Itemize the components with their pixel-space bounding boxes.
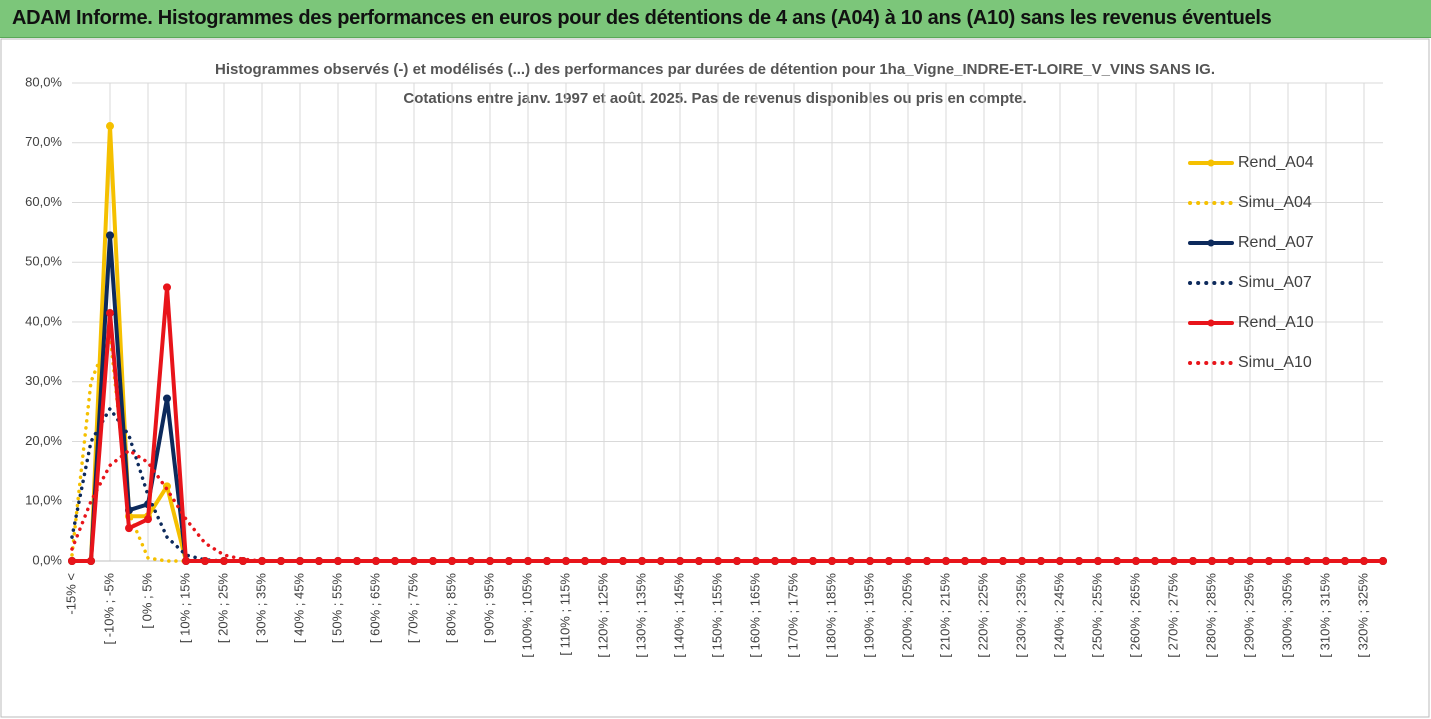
x-tick-label: [ 220% ; 225% bbox=[975, 573, 990, 658]
x-tick-label: [ 170% ; 175% bbox=[785, 573, 800, 658]
y-tick-label: 20,0% bbox=[25, 433, 62, 448]
x-tick-label: [ 90% ; 95% bbox=[481, 573, 496, 644]
chart-title: Histogrammes observés (-) et modélisés (… bbox=[215, 61, 1215, 78]
x-tick-label: [ 240% ; 245% bbox=[1051, 573, 1066, 658]
header-bar: ADAM Informe. Histogrammes des performan… bbox=[0, 0, 1431, 38]
legend-marker bbox=[1207, 239, 1215, 247]
series-line bbox=[70, 448, 1385, 563]
x-tick-label: [ 230% ; 235% bbox=[1013, 573, 1028, 658]
point bbox=[125, 524, 133, 533]
point bbox=[144, 515, 152, 524]
legend-label: Simu_A07 bbox=[1238, 274, 1312, 291]
header-title: ADAM Informe. Histogrammes des performan… bbox=[12, 7, 1272, 29]
x-tick-label: [ 150% ; 155% bbox=[709, 573, 724, 658]
x-tick-label: [ 290% ; 295% bbox=[1241, 573, 1256, 658]
x-tick-label: [ 80% ; 85% bbox=[443, 573, 458, 644]
x-tick-label: [ 320% ; 325% bbox=[1355, 573, 1370, 658]
x-tick-label: [ 210% ; 215% bbox=[937, 573, 952, 658]
y-tick-label: 10,0% bbox=[25, 493, 62, 508]
x-tick-label: [ 10% ; 15% bbox=[177, 573, 192, 644]
point bbox=[68, 557, 76, 565]
point bbox=[106, 231, 114, 240]
point bbox=[87, 557, 95, 565]
x-tick-label: [ 70% ; 75% bbox=[405, 573, 420, 644]
point bbox=[1379, 557, 1387, 565]
legend-marker bbox=[1207, 159, 1215, 167]
legend-marker bbox=[1207, 319, 1215, 327]
point bbox=[106, 309, 114, 318]
point bbox=[201, 557, 209, 565]
legend-label: Rend_A10 bbox=[1238, 314, 1314, 331]
x-tick-label: [ -10% ; -5% bbox=[101, 573, 116, 645]
legend-label: Rend_A07 bbox=[1238, 234, 1314, 251]
y-tick-label: 50,0% bbox=[25, 254, 62, 269]
x-tick-label: [ 180% ; 185% bbox=[823, 573, 838, 658]
y-tick-label: 80,0% bbox=[25, 74, 62, 89]
legend-label: Rend_A04 bbox=[1238, 154, 1314, 171]
chart-subtitle: Cotations entre janv. 1997 et août. 2025… bbox=[403, 90, 1026, 107]
x-tick-label: [ 270% ; 275% bbox=[1165, 573, 1180, 658]
x-tick-label: -15% < bbox=[63, 573, 78, 615]
x-tick-label: [ 300% ; 305% bbox=[1279, 573, 1294, 658]
x-tick-label: [ 40% ; 45% bbox=[291, 573, 306, 644]
x-tick-label: [ 310% ; 315% bbox=[1317, 573, 1332, 658]
x-tick-label: [ 130% ; 135% bbox=[633, 573, 648, 658]
x-tick-label: [ 190% ; 195% bbox=[861, 573, 876, 658]
chart: Histogrammes observés (-) et modélisés (… bbox=[0, 38, 1430, 718]
x-tick-label: [ 140% ; 145% bbox=[671, 573, 686, 658]
y-tick-label: 0,0% bbox=[32, 552, 62, 567]
x-tick-label: [ 280% ; 285% bbox=[1203, 573, 1218, 658]
x-tick-label: [ 120% ; 125% bbox=[595, 573, 610, 658]
x-tick-label: [ 200% ; 205% bbox=[899, 573, 914, 658]
point bbox=[163, 283, 171, 292]
point bbox=[163, 394, 171, 403]
x-tick-label: [ 20% ; 25% bbox=[215, 573, 230, 644]
point bbox=[106, 122, 114, 131]
x-tick-label: [ 100% ; 105% bbox=[519, 573, 534, 658]
point bbox=[220, 557, 228, 565]
chart-frame bbox=[0, 38, 1430, 718]
y-tick-label: 60,0% bbox=[25, 194, 62, 209]
point bbox=[182, 557, 190, 565]
x-tick-label: [ 260% ; 265% bbox=[1127, 573, 1142, 658]
x-tick-label: [ 0% ; 5% bbox=[139, 573, 154, 629]
x-tick-label: [ 160% ; 165% bbox=[747, 573, 762, 658]
x-tick-label: [ 30% ; 35% bbox=[253, 573, 268, 644]
y-tick-label: 40,0% bbox=[25, 313, 62, 328]
y-tick-label: 30,0% bbox=[25, 373, 62, 388]
x-tick-label: [ 110% ; 115% bbox=[557, 573, 572, 656]
y-tick-label: 70,0% bbox=[25, 134, 62, 149]
x-tick-label: [ 60% ; 65% bbox=[367, 573, 382, 644]
legend-label: Simu_A04 bbox=[1238, 194, 1312, 211]
x-tick-label: [ 250% ; 255% bbox=[1089, 573, 1104, 658]
x-tick-label: [ 50% ; 55% bbox=[329, 573, 344, 644]
legend-label: Simu_A10 bbox=[1238, 354, 1312, 371]
